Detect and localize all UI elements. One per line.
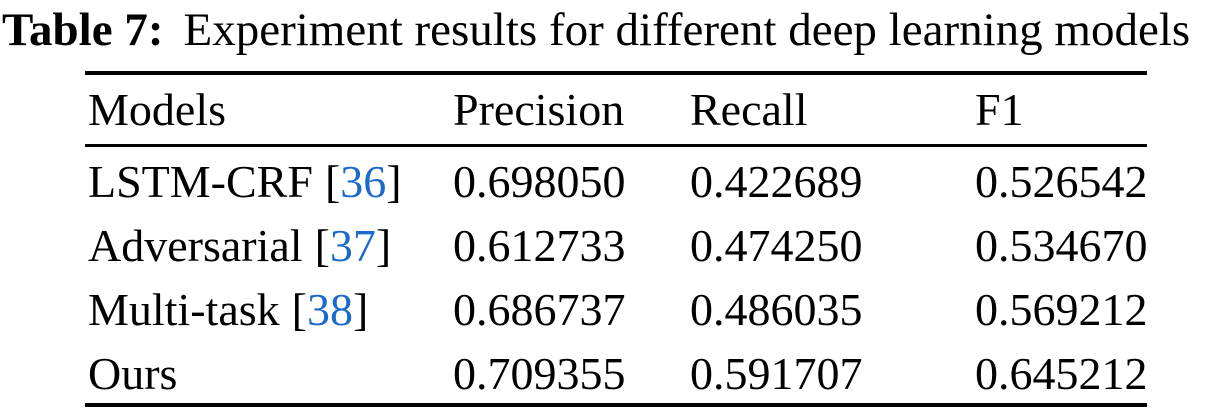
column-header-precision: Precision — [453, 84, 625, 135]
table-mid-rule — [85, 144, 1147, 147]
results-table: Models Precision Recall F1 LSTM-CRF [36] … — [85, 71, 1148, 407]
model-name: LSTM-CRF — [88, 155, 313, 207]
citation-link[interactable]: 37 — [329, 219, 376, 271]
table-row: LSTM-CRF [36] 0.698050 0.422689 0.526542 — [85, 147, 1148, 211]
recall-value: 0.591707 — [690, 347, 863, 399]
model-name: Adversarial — [88, 219, 303, 271]
model-cell: Ours — [85, 343, 453, 400]
citation-bracket-open: [ — [314, 219, 330, 271]
f1-value: 0.645212 — [975, 347, 1148, 399]
table-bottom-rule — [85, 403, 1147, 407]
f1-value: 0.569212 — [975, 283, 1148, 335]
table-header-row: Models Precision Recall F1 — [85, 75, 1147, 144]
table-top-rule — [85, 71, 1147, 75]
column-header-recall: Recall — [690, 84, 808, 135]
table-caption-label: Table 7: — [2, 4, 164, 56]
recall-value: 0.474250 — [690, 219, 863, 271]
citation-link[interactable]: 36 — [340, 155, 387, 207]
column-header-models: Models — [88, 84, 226, 135]
table-caption: Table 7: Experiment results for different… — [2, 2, 1190, 58]
citation-bracket-open: [ — [291, 283, 307, 335]
citation-link[interactable]: 38 — [307, 283, 353, 335]
citation-bracket-open: [ — [324, 155, 341, 207]
f1-value: 0.534670 — [975, 219, 1148, 271]
table-row: Adversarial [37] 0.612733 0.474250 0.5346… — [85, 211, 1148, 275]
table-caption-text: Experiment results for different deep le… — [183, 4, 1191, 56]
model-name: Multi-task — [88, 283, 280, 335]
precision-value: 0.612733 — [453, 219, 626, 271]
citation-bracket-close: ] — [386, 155, 402, 207]
table-row: Multi-task [38] 0.686737 0.486035 0.56921… — [85, 275, 1148, 339]
recall-value: 0.486035 — [690, 283, 863, 335]
precision-value: 0.698050 — [453, 155, 626, 207]
table-row: Ours 0.709355 0.591707 0.645212 — [85, 339, 1148, 403]
citation-bracket-close: ] — [375, 219, 392, 271]
model-name: Ours — [88, 347, 178, 399]
model-cell: Adversarial [37] — [85, 215, 453, 272]
model-cell: Multi-task [38] — [85, 279, 453, 336]
column-header-f1: F1 — [975, 84, 1024, 135]
citation-bracket-close: ] — [353, 283, 369, 335]
precision-value: 0.709355 — [453, 347, 626, 399]
recall-value: 0.422689 — [690, 155, 863, 207]
precision-value: 0.686737 — [453, 283, 626, 335]
f1-value: 0.526542 — [975, 155, 1148, 207]
model-cell: LSTM-CRF [36] — [85, 151, 453, 208]
